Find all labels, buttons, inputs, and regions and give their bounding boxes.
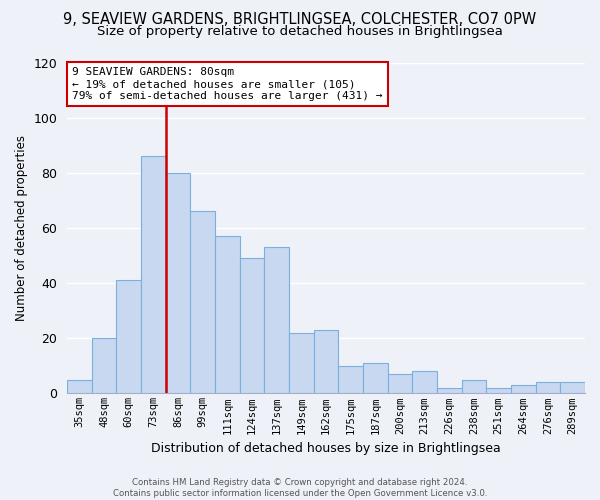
Bar xyxy=(166,173,190,394)
Bar xyxy=(215,236,240,394)
Bar xyxy=(462,380,487,394)
Text: 9, SEAVIEW GARDENS, BRIGHTLINGSEA, COLCHESTER, CO7 0PW: 9, SEAVIEW GARDENS, BRIGHTLINGSEA, COLCH… xyxy=(64,12,536,28)
Bar xyxy=(265,247,289,394)
Bar xyxy=(338,366,363,394)
Bar xyxy=(190,212,215,394)
Bar xyxy=(511,385,536,394)
Bar xyxy=(314,330,338,394)
Bar xyxy=(116,280,141,394)
Y-axis label: Number of detached properties: Number of detached properties xyxy=(15,135,28,321)
Text: 9 SEAVIEW GARDENS: 80sqm
← 19% of detached houses are smaller (105)
79% of semi-: 9 SEAVIEW GARDENS: 80sqm ← 19% of detach… xyxy=(73,68,383,100)
Text: Size of property relative to detached houses in Brightlingsea: Size of property relative to detached ho… xyxy=(97,25,503,38)
Bar xyxy=(536,382,560,394)
Bar xyxy=(363,363,388,394)
Bar xyxy=(487,388,511,394)
X-axis label: Distribution of detached houses by size in Brightlingsea: Distribution of detached houses by size … xyxy=(151,442,501,455)
Bar xyxy=(67,380,92,394)
Bar xyxy=(240,258,265,394)
Bar xyxy=(92,338,116,394)
Bar xyxy=(560,382,585,394)
Text: Contains HM Land Registry data © Crown copyright and database right 2024.
Contai: Contains HM Land Registry data © Crown c… xyxy=(113,478,487,498)
Bar xyxy=(412,372,437,394)
Bar xyxy=(437,388,462,394)
Bar xyxy=(388,374,412,394)
Bar xyxy=(289,332,314,394)
Bar xyxy=(141,156,166,394)
